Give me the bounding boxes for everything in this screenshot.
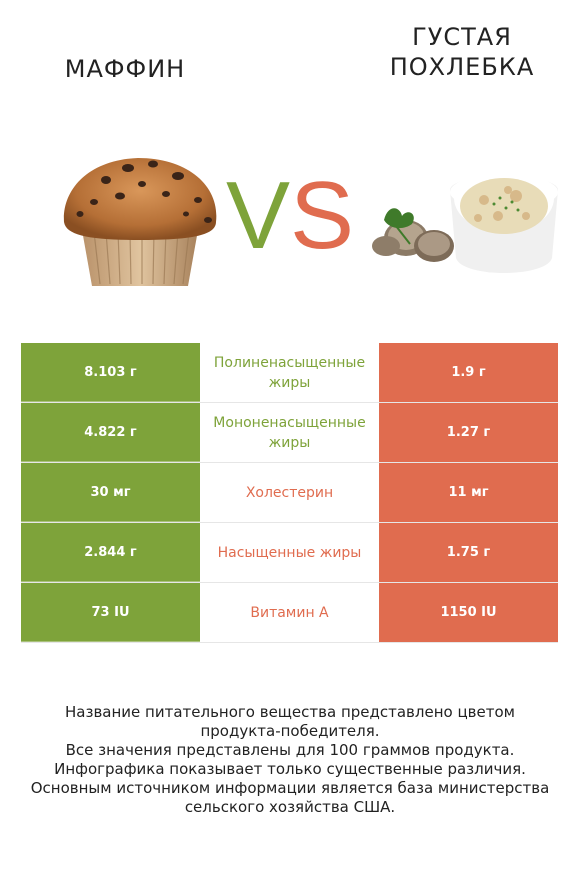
right-food-title: ГУСТАЯ ПОХЛЕБКА xyxy=(362,22,562,82)
nutrient-label: Холестерин xyxy=(200,463,379,522)
chowder-image xyxy=(372,164,558,273)
left-value: 2.844 г xyxy=(21,523,200,582)
left-value: 30 мг xyxy=(21,463,200,522)
vs-s: S xyxy=(290,162,354,260)
clam-icon xyxy=(372,220,454,262)
right-value: 11 мг xyxy=(379,463,558,522)
footer-line: Все значения представлены для 100 граммо… xyxy=(65,741,515,759)
table-row: 8.103 г Полиненасыщенные жиры 1.9 г xyxy=(21,343,558,403)
vs-label: V S xyxy=(226,162,354,260)
nutrient-label: Насыщенные жиры xyxy=(200,523,379,582)
footer-line: Название питательного вещества представл… xyxy=(65,703,515,721)
parsley-icon xyxy=(384,208,414,245)
nutrient-label: Полиненасыщенные жиры xyxy=(200,343,379,402)
nutrient-label: Витамин A xyxy=(200,583,379,642)
vs-v: V xyxy=(226,162,290,260)
left-value: 8.103 г xyxy=(21,343,200,402)
comparison-table: 8.103 г Полиненасыщенные жиры 1.9 г 4.82… xyxy=(21,343,558,643)
left-value: 4.822 г xyxy=(21,403,200,462)
right-value: 1.75 г xyxy=(379,523,558,582)
table-row: 4.822 г Мононенасыщенные жиры 1.27 г xyxy=(21,403,558,463)
muffin-image xyxy=(63,158,217,286)
right-food-title-line1: ГУСТАЯ xyxy=(412,23,512,51)
footer-line: продукта-победителя. xyxy=(200,722,380,740)
footer-line: сельского хозяйства США. xyxy=(184,798,396,816)
right-value: 1150 IU xyxy=(379,583,558,642)
left-value: 73 IU xyxy=(21,583,200,642)
nutrient-label: Мононенасыщенные жиры xyxy=(200,403,379,462)
footer-note: Название питательного вещества представл… xyxy=(20,703,560,817)
table-row: 30 мг Холестерин 11 мг xyxy=(21,463,558,523)
footer-line: Основным источником информации является … xyxy=(30,779,550,797)
left-food-title: МАФФИН xyxy=(64,55,186,83)
table-row: 2.844 г Насыщенные жиры 1.75 г xyxy=(21,523,558,583)
right-value: 1.27 г xyxy=(379,403,558,462)
table-row: 73 IU Витамин A 1150 IU xyxy=(21,583,558,643)
footer-line: Инфографика показывает только существенн… xyxy=(54,760,526,778)
right-food-title-line2: ПОХЛЕБКА xyxy=(389,53,535,81)
right-value: 1.9 г xyxy=(379,343,558,402)
